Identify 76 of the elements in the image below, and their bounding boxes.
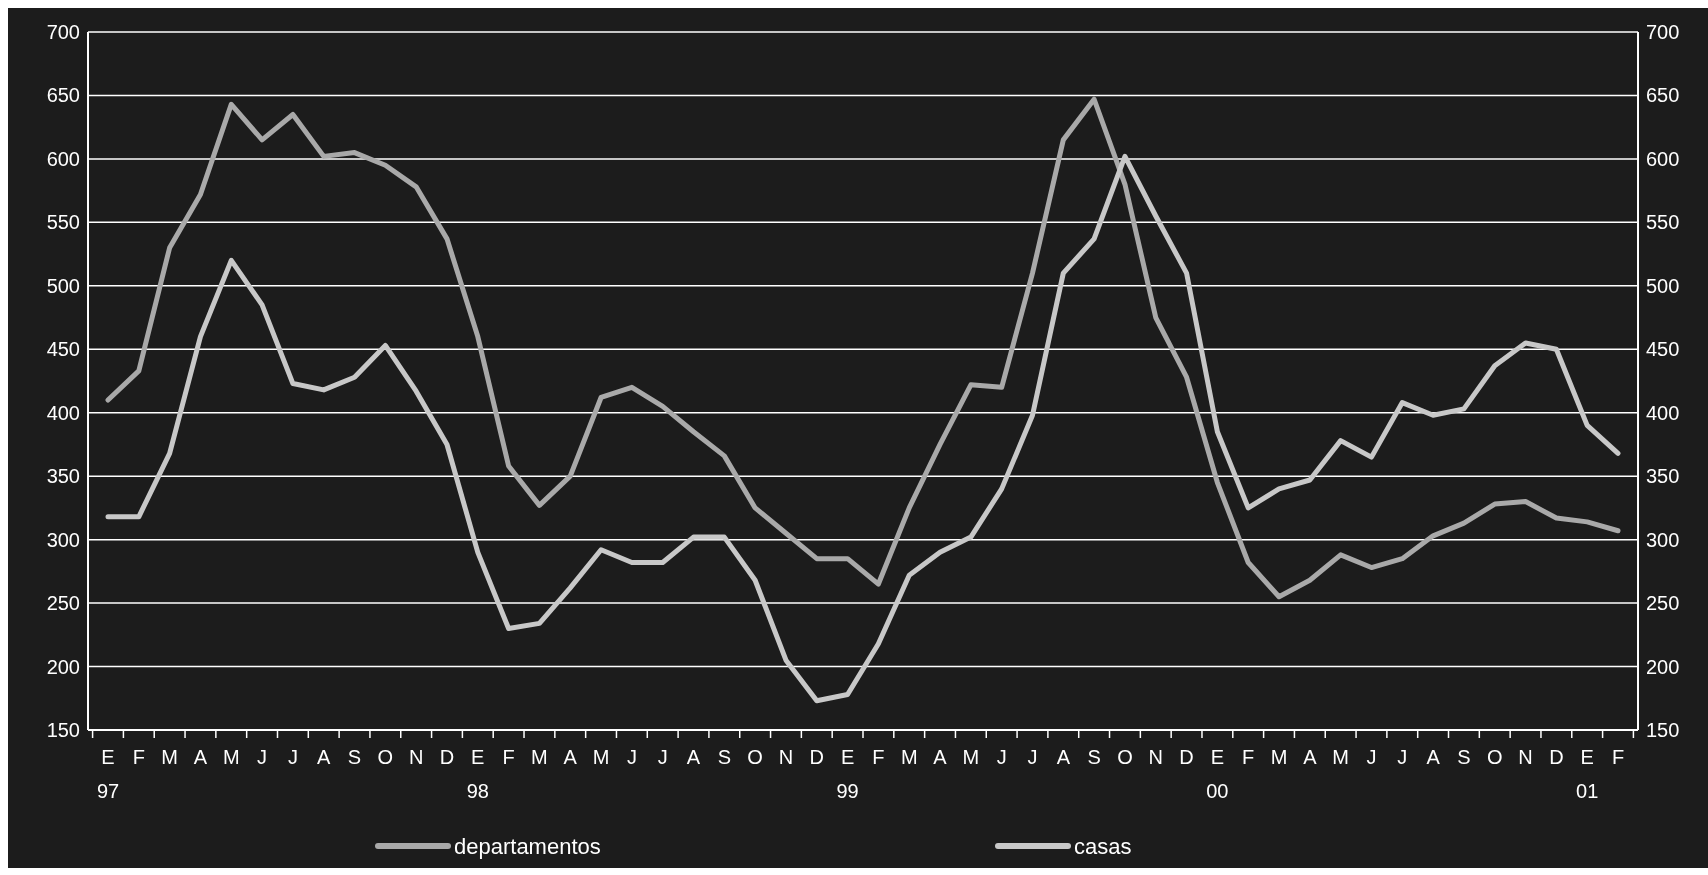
x-tick-label: M [531, 746, 548, 768]
y2-tick-label: 250 [1646, 592, 1680, 615]
x-tick-label: M [1332, 746, 1349, 768]
y2-tick-label: 300 [1646, 528, 1680, 551]
y2-tick-label: 350 [1646, 465, 1680, 488]
y-tick-label: 200 [46, 655, 80, 678]
x-tick-label: N [778, 746, 794, 768]
x-tick-label: E 98 [466, 746, 489, 802]
x-tick-label: O [1486, 746, 1503, 768]
y-tick-label: 500 [46, 274, 80, 297]
x-tick-label: F [502, 746, 515, 768]
y2-tick-label: 600 [1646, 147, 1680, 170]
x-tick-label: M [900, 746, 918, 768]
x-tick-label: F [1242, 746, 1255, 768]
y2-tick-label: 650 [1646, 84, 1680, 107]
x-tick-label: M [222, 746, 240, 768]
x-tick-label: N [1148, 746, 1163, 768]
x-tick-label: J [257, 746, 268, 768]
legend-label: departamentos [454, 833, 601, 859]
y2-tick-label: 200 [1646, 655, 1680, 678]
x-tick-label: M [161, 746, 178, 768]
x-tick-label: D [1179, 746, 1194, 768]
x-tick-label: S [1087, 746, 1101, 768]
y2-tick-label: 450 [1646, 338, 1680, 361]
x-tick-label: J [287, 746, 298, 768]
y-tick-label: 450 [46, 338, 80, 361]
x-tick-label: S [347, 746, 362, 768]
x-tick-label: E 97 [96, 746, 120, 802]
x-tick-label: O [747, 746, 763, 768]
x-tick-label: J [996, 746, 1007, 768]
x-tick-label: A [933, 746, 948, 768]
x-tick-label: D [1549, 746, 1564, 768]
x-tick-label: E 01 [1576, 746, 1599, 802]
x-tick-label: A [686, 746, 701, 768]
legend-label: casas [1074, 833, 1132, 859]
y-tick-label: 650 [46, 84, 80, 107]
x-tick-label: F [132, 746, 145, 768]
y-tick-label: 550 [46, 211, 80, 234]
y2-tick-label: 150 [1646, 719, 1680, 741]
x-tick-label: N [408, 746, 424, 768]
x-tick-label: J [626, 746, 637, 768]
x-tick-label: F [1611, 746, 1625, 768]
x-tick-label: A [1056, 746, 1071, 768]
x-tick-label: J [1366, 746, 1377, 768]
x-tick-label: D [809, 746, 824, 768]
x-tick-label: M [592, 746, 610, 768]
x-tick-label: D [439, 746, 455, 768]
x-tick-label: O [377, 746, 394, 768]
x-tick-label: E 00 [1206, 746, 1229, 802]
x-tick-label: A [563, 746, 578, 768]
y2-tick-label: 500 [1646, 274, 1680, 297]
x-tick-label: J [657, 746, 668, 768]
x-tick-label: J [1397, 746, 1408, 768]
y-tick-label: 250 [46, 592, 80, 615]
x-tick-label: S [717, 746, 731, 768]
x-tick-label: O [1117, 746, 1133, 768]
y-tick-label: 400 [46, 401, 80, 424]
x-tick-label: M [1270, 746, 1288, 768]
x-tick-label: A [193, 746, 208, 768]
y2-tick-label: 700 [1646, 21, 1680, 43]
x-tick-label: S [1457, 746, 1471, 768]
x-tick-label: M [962, 746, 980, 768]
x-tick-label: A [317, 746, 332, 768]
x-tick-label: F [872, 746, 885, 768]
y2-tick-label: 550 [1646, 211, 1680, 234]
x-tick-label: A [1426, 746, 1441, 768]
y-tick-label: 700 [46, 21, 80, 43]
y-tick-label: 300 [46, 528, 80, 551]
x-tick-label: A [1303, 746, 1318, 768]
y-tick-label: 350 [46, 465, 80, 488]
y-tick-label: 150 [46, 719, 80, 741]
y-tick-label: 600 [46, 147, 80, 170]
x-tick-label: N [1518, 746, 1533, 768]
x-tick-label: J [1027, 746, 1038, 768]
x-tick-label: E 99 [836, 746, 859, 802]
y2-tick-label: 400 [1646, 401, 1680, 424]
